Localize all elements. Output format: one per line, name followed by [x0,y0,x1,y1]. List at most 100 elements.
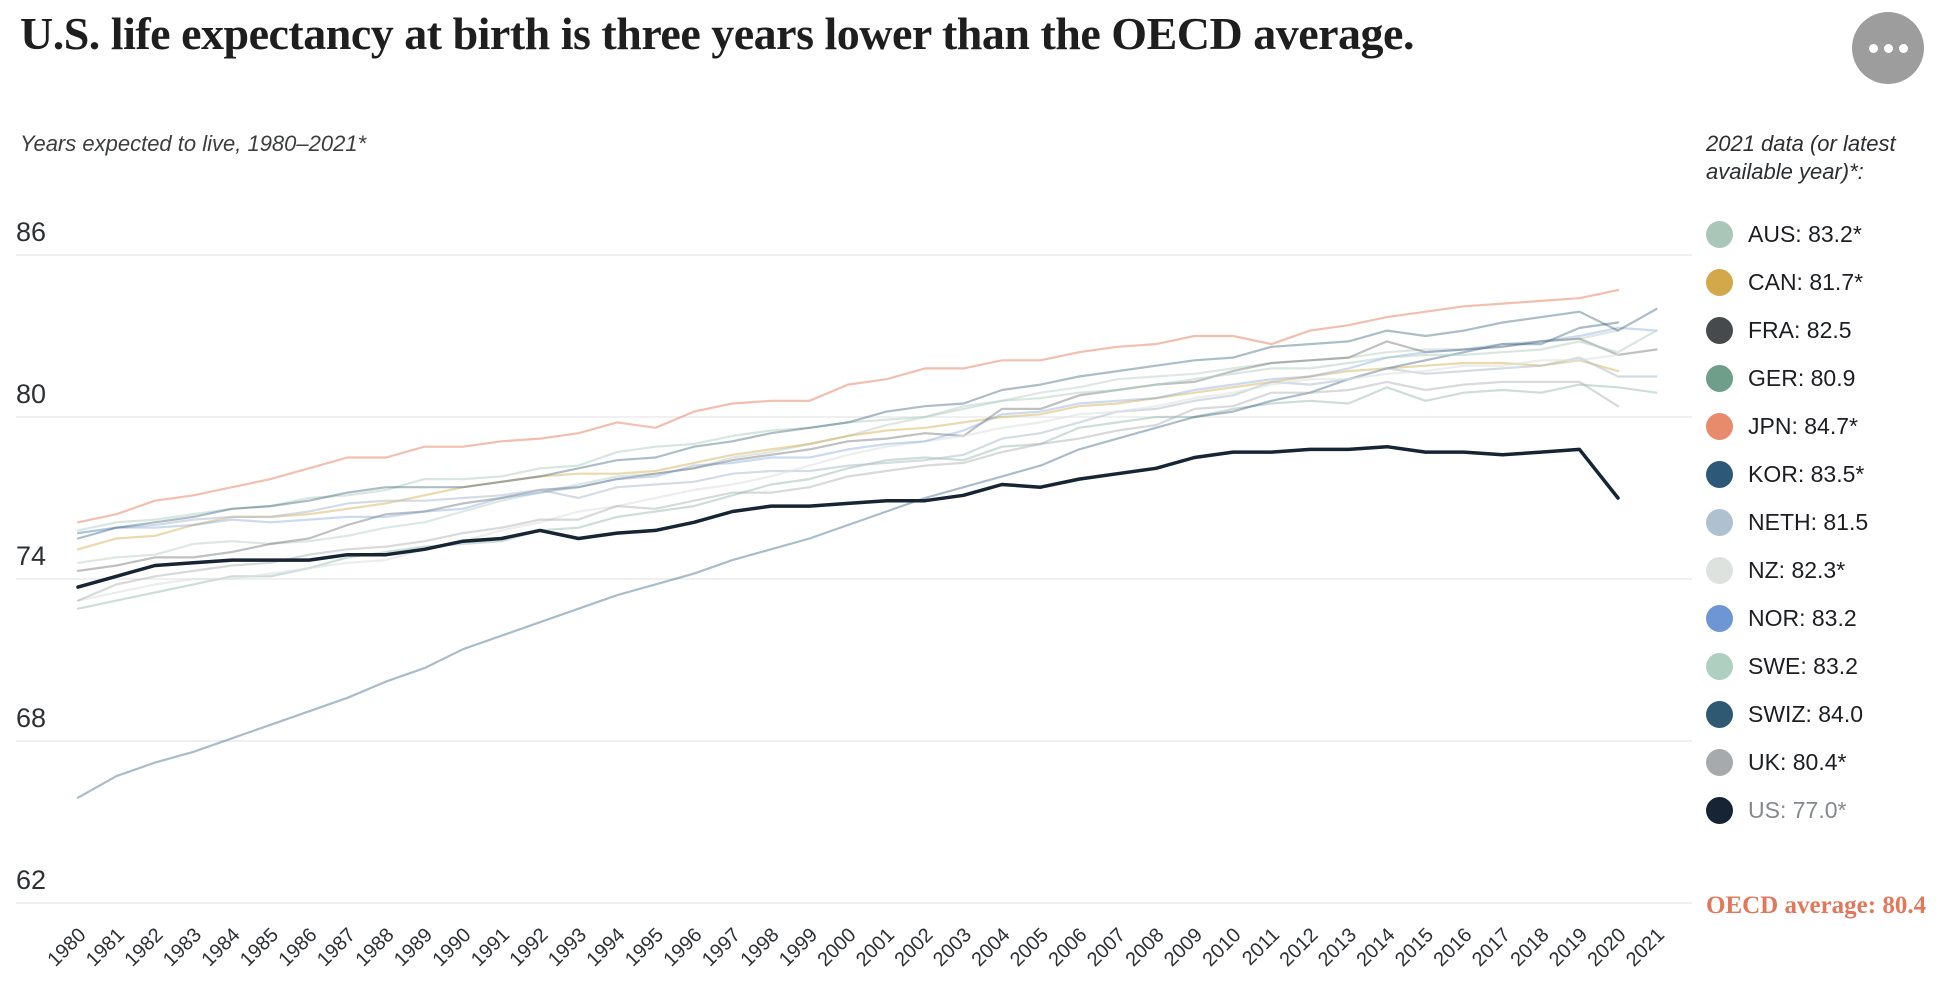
x-axis-label: 1996 [660,924,707,971]
legend-item-label: SWE: 83.2 [1748,653,1858,679]
page-title: U.S. life expectancy at birth is three y… [20,8,1414,59]
x-axis-label: 2021 [1622,924,1669,971]
more-options-button[interactable] [1852,12,1924,84]
x-axis-label: 2011 [1238,924,1284,970]
legend-dot-icon [1706,509,1733,536]
legend-title: 2021 data (or latest available year)*: [1706,131,1896,184]
x-axis-label: 1992 [506,924,553,971]
legend-item-label: UK: 80.4* [1748,749,1847,775]
y-axis-label: 62 [16,865,46,895]
x-axis-label: 1990 [429,924,476,971]
series-line-CAN [76,359,1620,551]
series-line-SWIZ [76,307,1658,540]
x-axis-label: 2015 [1391,924,1438,971]
x-axis-label: 2012 [1276,924,1323,971]
y-axis-label: 80 [16,379,46,409]
oecd-average-note: OECD average: 80.4 [1706,892,1927,919]
series-line-NZ [76,353,1620,602]
x-axis-label: 2010 [1199,924,1246,971]
legend-dot-icon [1706,269,1733,296]
x-axis-label: 1988 [352,924,399,971]
legend-item-FRA: FRA: 82.5 [1706,317,1944,344]
x-axis-label: 2000 [814,924,861,971]
x-axis-label: 1981 [82,924,129,971]
legend-item-NETH: NETH: 81.5 [1706,509,1944,536]
x-axis-label: 2016 [1430,924,1477,971]
legend-dot-icon [1706,605,1733,632]
ellipsis-icon [1883,43,1893,53]
legend-dot-icon [1706,557,1733,584]
x-axis-label: 2008 [1122,924,1169,971]
ellipsis-icon [1868,43,1878,53]
legend-item-US: US: 77.0* [1706,797,1944,824]
series-line-AUS [76,329,1620,564]
legend-dot-icon [1706,413,1733,440]
y-axis-label: 86 [16,217,46,247]
legend-item-label: KOR: 83.5* [1748,461,1865,487]
x-axis-label: 1986 [275,924,322,971]
legend-dot-icon [1706,653,1733,680]
legend-item-label: NOR: 83.2 [1748,605,1857,631]
legend-dot-icon [1706,701,1733,728]
legend-item-label: US: 77.0* [1748,797,1847,823]
legend-item-SWIZ: SWIZ: 84.0 [1706,701,1944,728]
series-line-UK [76,380,1620,602]
legend-item-NZ: NZ: 82.3* [1706,557,1944,584]
legend-item-label: JPN: 84.7* [1748,413,1858,439]
legend-item-UK: UK: 80.4* [1706,749,1944,776]
x-axis-label: 2002 [891,924,938,971]
x-axis-label: 2019 [1545,924,1592,971]
series-line-FRA [76,337,1658,573]
x-axis-label: 2004 [968,924,1015,971]
x-axis-label: 1998 [737,924,784,971]
series-line-US [76,444,1620,589]
x-axis-label: 1987 [313,924,360,971]
series-line-NETH [76,356,1658,535]
legend-dot-icon [1706,221,1733,248]
legend-item-label: NZ: 82.3* [1748,557,1846,583]
x-axis-label: 1985 [236,924,283,971]
x-axis-label: 1995 [621,924,668,971]
legend-item-AUS: AUS: 83.2* [1706,221,1944,248]
legend-item-SWE: SWE: 83.2 [1706,653,1944,680]
legend-items: AUS: 83.2* CAN: 81.7* FRA: 82.5 GER: 80.9 JP… [1706,221,1944,824]
legend-item-label: CAN: 81.7* [1748,269,1864,295]
x-axis-label: 2006 [1045,924,1092,971]
legend-dot-icon [1706,365,1733,392]
series-line-SWE [76,329,1658,532]
x-axis-label: 2013 [1314,924,1361,971]
x-axis-label: 2003 [929,924,976,971]
legend-dot-icon [1706,461,1733,488]
x-axis-label: 2005 [1006,924,1053,971]
legend-item-label: FRA: 82.5 [1748,317,1852,343]
legend-dot-icon [1706,749,1733,776]
x-axis-label: 1999 [775,924,822,971]
legend-dot-icon [1706,317,1733,344]
x-axis-label: 2001 [852,924,899,971]
legend-item-GER: GER: 80.9 [1706,365,1944,392]
legend-item-label: GER: 80.9 [1748,365,1856,391]
legend: 2021 data (or latest available year)*: A… [1706,130,1944,845]
legend-item-label: SWIZ: 84.0 [1748,701,1864,727]
legend-item-NOR: NOR: 83.2 [1706,605,1944,632]
legend-item-label: NETH: 81.5 [1748,509,1869,535]
y-axis-label: 74 [16,541,46,571]
legend-dot-icon [1706,797,1733,824]
series-line-JPN [76,289,1620,524]
legend-item-CAN: CAN: 81.7* [1706,269,1944,296]
legend-item-label: AUS: 83.2* [1748,221,1862,247]
ellipsis-icon [1898,43,1908,53]
x-axis-label: 2020 [1584,924,1631,971]
x-axis-label: 2017 [1468,924,1515,971]
x-axis-label: 2014 [1353,924,1400,971]
x-axis-label: 1989 [390,924,437,971]
x-axis-label: 1991 [467,924,514,971]
y-axis-label: 68 [16,703,46,733]
legend-item-KOR: KOR: 83.5* [1706,461,1944,488]
x-axis-label: 1997 [698,924,745,971]
x-axis-label: 1982 [121,924,168,971]
x-axis-label: 1984 [198,924,245,971]
x-axis-label: 1983 [159,924,206,971]
